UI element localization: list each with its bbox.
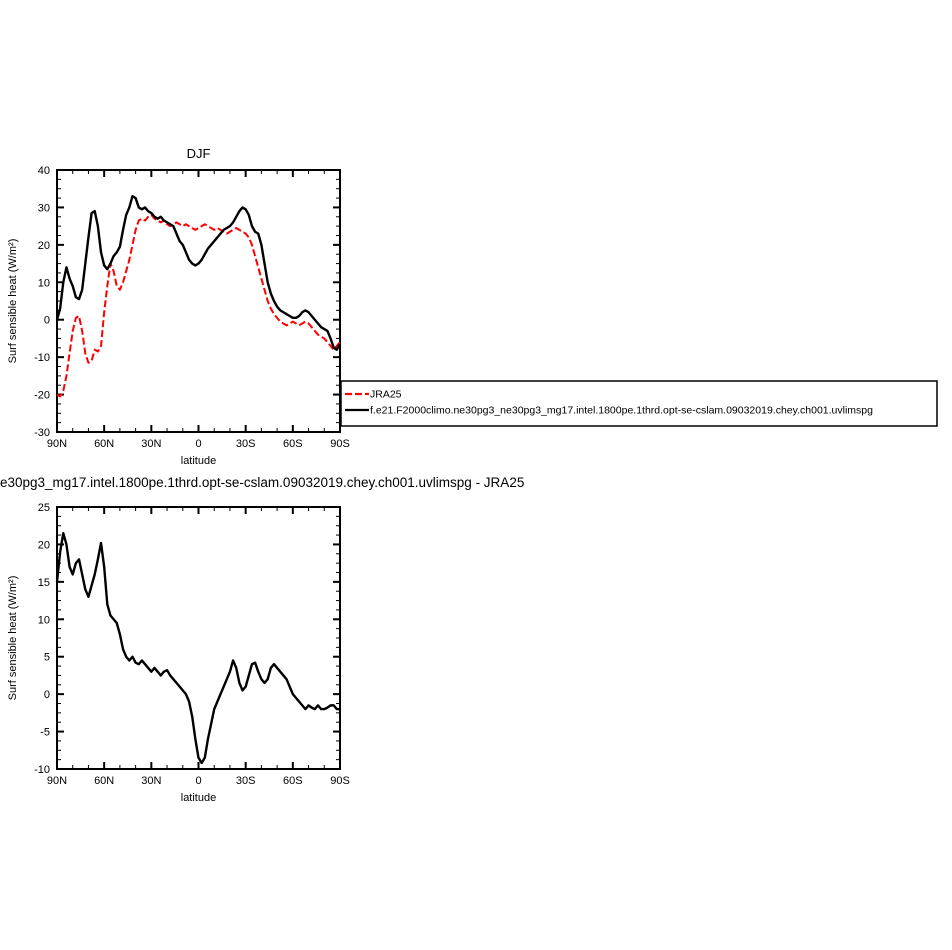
x-tick-label: 0 xyxy=(195,775,201,787)
y-tick-label: -30 xyxy=(34,427,50,439)
y-tick-label: 10 xyxy=(38,277,50,289)
y-tick-label: 15 xyxy=(38,577,50,589)
x-tick-label: 60S xyxy=(283,775,303,787)
x-tick-label: 90N xyxy=(47,775,67,787)
chart-title: DJF xyxy=(187,146,211,161)
x-tick-label: 90S xyxy=(330,438,350,450)
y-tick-label: 30 xyxy=(38,202,50,214)
x-tick-label: 30S xyxy=(236,438,256,450)
legend-entry-label: f.e21.F2000climo.ne30pg3_ne30pg3_mg17.in… xyxy=(370,405,873,417)
y-tick-label: 20 xyxy=(38,240,50,252)
plot-frame xyxy=(56,169,341,433)
y-tick-label: 0 xyxy=(44,315,50,327)
legend-box xyxy=(340,380,938,427)
y-tick-label: -5 xyxy=(40,727,50,739)
chart-djf-container: 90N 60N 30N 0 30S 60S 90S -30 -20 -10 0 10 20 30 40 DJF… xyxy=(0,145,952,470)
legend-entry-label: JRA25 xyxy=(370,389,402,401)
x-tick-label: 90N xyxy=(47,438,67,450)
series-1 xyxy=(55,195,342,351)
legend: JRA25 f.e21.F2000climo.ne30pg3_ne30pg3_mg… xyxy=(340,380,938,427)
chart-subtitle: e30pg3_mg17.intel.1800pe.1thrd.opt-se-cs… xyxy=(0,475,524,490)
y-tick-label: 20 xyxy=(38,539,50,551)
x-tick-label: 60N xyxy=(94,775,114,787)
y-tick-label: 0 xyxy=(44,689,50,701)
y-tick-label: -10 xyxy=(34,764,50,776)
plot-frame xyxy=(56,506,341,770)
y-axis-label: Surf sensible heat (W/m²) xyxy=(7,239,19,364)
x-tick-label: 60S xyxy=(283,438,303,450)
series-0 xyxy=(55,532,340,765)
y-tick-label: 40 xyxy=(38,165,50,177)
y-tick-label: 5 xyxy=(44,652,50,664)
x-tick-label: 30N xyxy=(141,438,161,450)
x-tick-label: 60N xyxy=(94,438,114,450)
x-tick-label: 30N xyxy=(141,775,161,787)
chart-diff: 90N 60N 30N 0 30S 60S 90S -10 -5 0 5 10 15 20 25 e30pg3… xyxy=(0,475,524,804)
axes xyxy=(56,169,341,433)
x-tick-label: 0 xyxy=(195,438,201,450)
chart-diff-container: 90N 60N 30N 0 30S 60S 90S -10 -5 0 5 10 15 20 25 e30pg3… xyxy=(0,470,952,815)
series-0 xyxy=(56,213,341,398)
x-tick-label: 90S xyxy=(330,775,350,787)
y-tick-label: 10 xyxy=(38,614,50,626)
y-axis-label: Surf sensible heat (W/m²) xyxy=(7,576,19,701)
y-tick-label: -20 xyxy=(34,390,50,402)
y-tick-label: -10 xyxy=(34,352,50,364)
x-axis-label: latitude xyxy=(181,792,216,804)
x-axis-label: latitude xyxy=(181,455,216,467)
chart-djf: 90N 60N 30N 0 30S 60S 90S -30 -20 -10 0 10 20 30 40 DJF… xyxy=(7,146,938,467)
x-tick-label: 30S xyxy=(236,775,256,787)
y-tick-label: 25 xyxy=(38,502,50,514)
